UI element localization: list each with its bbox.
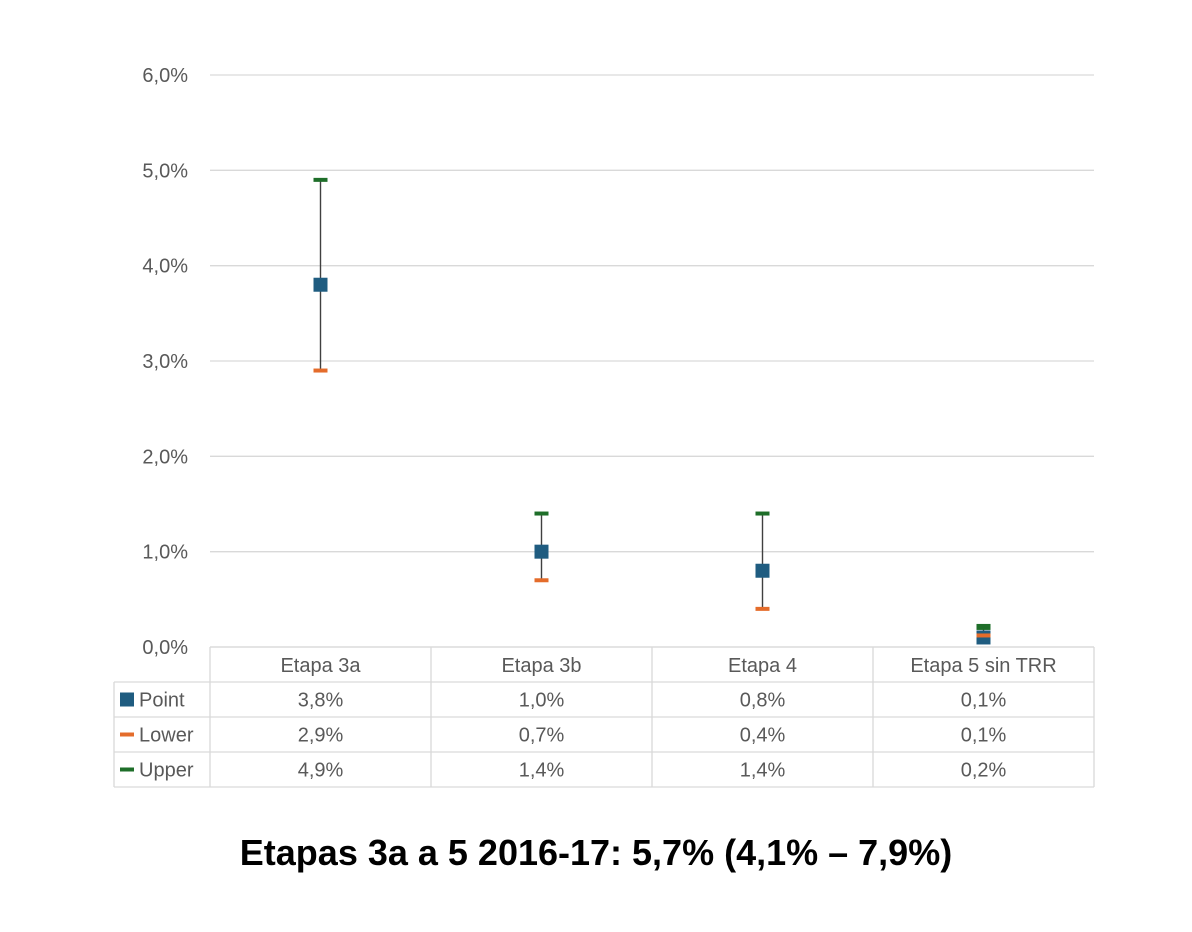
category-label: Etapa 3a xyxy=(280,655,361,677)
legend-key-upper xyxy=(120,767,134,772)
category-label: Etapa 4 xyxy=(728,655,797,677)
y-tick-label: 4,0% xyxy=(142,256,188,278)
table-value: 1,4% xyxy=(519,760,565,782)
lower-marker xyxy=(755,606,770,611)
table-value: 0,4% xyxy=(740,725,786,747)
error-bars xyxy=(319,179,985,638)
upper-marker xyxy=(976,623,991,628)
data-markers xyxy=(313,177,991,645)
table-value: 3,8% xyxy=(298,690,344,712)
legend-label-point: Point xyxy=(139,690,185,712)
point-marker xyxy=(534,544,549,559)
y-tick-label: 5,0% xyxy=(142,160,188,182)
upper-marker xyxy=(534,511,549,516)
point-marker xyxy=(313,277,328,292)
upper-marker xyxy=(755,511,770,516)
table-value: 0,7% xyxy=(519,725,565,747)
gridlines xyxy=(210,74,1094,648)
table-value: 1,0% xyxy=(519,690,565,712)
table-value: 1,4% xyxy=(740,760,786,782)
y-tick-label: 3,0% xyxy=(142,351,188,373)
table-value: 4,9% xyxy=(298,760,344,782)
legend-label-upper: Upper xyxy=(139,760,194,782)
y-tick-label: 2,0% xyxy=(142,446,188,468)
footer-title: Etapas 3a a 5 2016-17: 5,7% (4,1% – 7,9%… xyxy=(239,832,953,873)
legend-key-point xyxy=(120,692,134,707)
table-value: 0,1% xyxy=(961,690,1007,712)
table-value: 2,9% xyxy=(298,725,344,747)
upper-marker xyxy=(313,177,328,182)
table-value: 0,2% xyxy=(961,760,1007,782)
lower-marker xyxy=(976,633,991,638)
y-axis-tick-labels: 0,0% 1,0% 2,0% 3,0% 4,0% 5,0% 6,0% xyxy=(142,65,188,659)
y-tick-label: 6,0% xyxy=(142,65,188,87)
y-tick-label: 1,0% xyxy=(142,542,188,564)
table-value: 0,8% xyxy=(740,690,786,712)
point-marker xyxy=(755,563,770,578)
y-tick-label: 0,0% xyxy=(142,637,188,659)
lower-marker xyxy=(534,578,549,583)
legend-label-lower: Lower xyxy=(139,725,194,747)
table-value: 0,1% xyxy=(961,725,1007,747)
lower-marker xyxy=(313,368,328,373)
category-label: Etapa 3b xyxy=(501,655,581,677)
data-table: Etapa 3a Etapa 3b Etapa 4 Etapa 5 sin TRR Po… xyxy=(113,646,1095,788)
category-label: Etapa 5 sin TRR xyxy=(910,655,1056,677)
legend-key-lower xyxy=(120,732,134,737)
